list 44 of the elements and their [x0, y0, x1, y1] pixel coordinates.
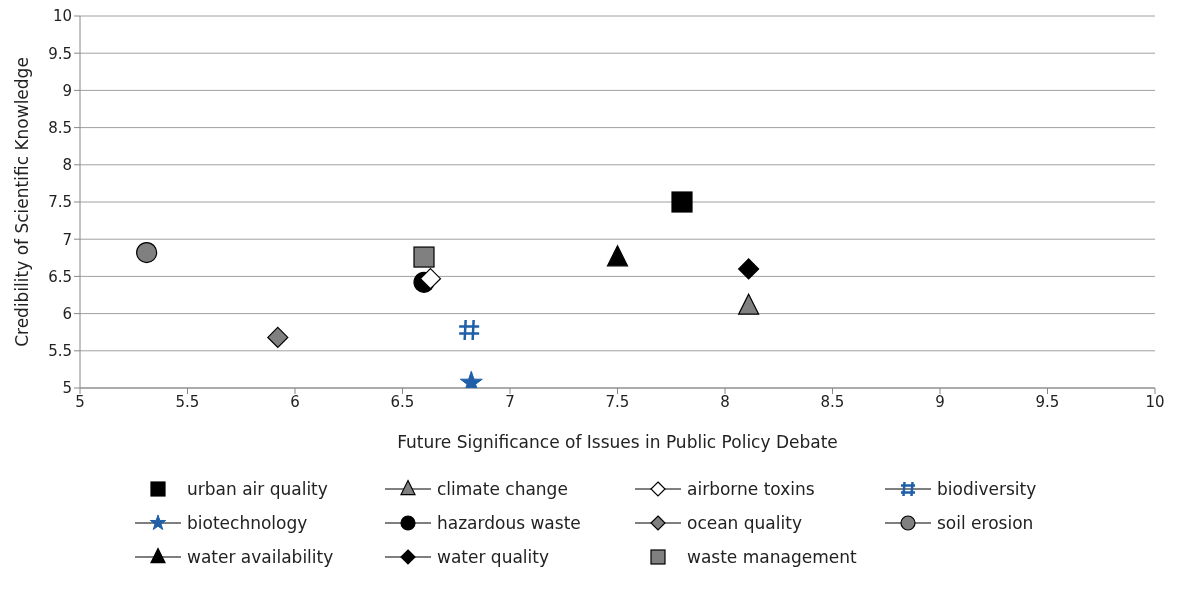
legend-label: hazardous waste	[437, 513, 581, 533]
legend-label: soil erosion	[937, 513, 1034, 533]
x-tick-label: 10	[1145, 392, 1165, 411]
x-tick-label: 8.5	[820, 392, 845, 411]
legend-label: waste management	[687, 547, 857, 567]
y-tick-label: 9.5	[48, 44, 72, 63]
point	[671, 191, 693, 213]
y-tick-label: 6	[62, 304, 72, 323]
y-tick-label: 6.5	[48, 267, 72, 286]
x-tick-label: 8	[720, 392, 730, 411]
y-tick-label: 7.5	[48, 193, 72, 212]
x-tick-label: 5	[75, 392, 85, 411]
legend-label: water quality	[437, 547, 549, 567]
point	[606, 245, 629, 267]
legend-label: water availability	[187, 547, 334, 567]
y-tick-label: 5.5	[48, 342, 72, 361]
x-axis-title: Future Significance of Issues in Public Policy Debate	[397, 432, 838, 452]
x-tick-label: 9.5	[1035, 392, 1060, 411]
x-tick-label: 6.5	[390, 392, 415, 411]
y-tick-label: 8.5	[48, 118, 72, 137]
point	[457, 318, 481, 342]
point	[267, 326, 289, 349]
y-tick-label: 7	[62, 230, 72, 249]
point	[738, 258, 760, 280]
x-tick-label: 9	[935, 392, 945, 411]
point	[738, 293, 760, 315]
x-tick-label: 6	[290, 392, 300, 411]
y-tick-label: 9	[62, 81, 72, 100]
legend-label: airborne toxins	[687, 479, 815, 499]
x-tick-label: 7	[505, 392, 515, 411]
legend-label: urban air quality	[187, 479, 328, 499]
point	[413, 246, 435, 268]
y-tick-label: 8	[62, 156, 72, 175]
legend-label: biotechnology	[187, 513, 308, 533]
legend-label: biodiversity	[937, 479, 1037, 499]
point	[419, 268, 442, 290]
x-tick-label: 7.5	[605, 392, 630, 411]
x-tick-label: 5.5	[175, 392, 200, 411]
legend-label: climate change	[437, 479, 568, 499]
legend-label: ocean quality	[687, 513, 802, 533]
y-tick-label: 10	[52, 7, 72, 26]
y-axis-title: Credibility of Scientific Knowledge	[12, 57, 33, 347]
y-tick-label: 5	[62, 379, 72, 398]
point	[136, 241, 158, 264]
